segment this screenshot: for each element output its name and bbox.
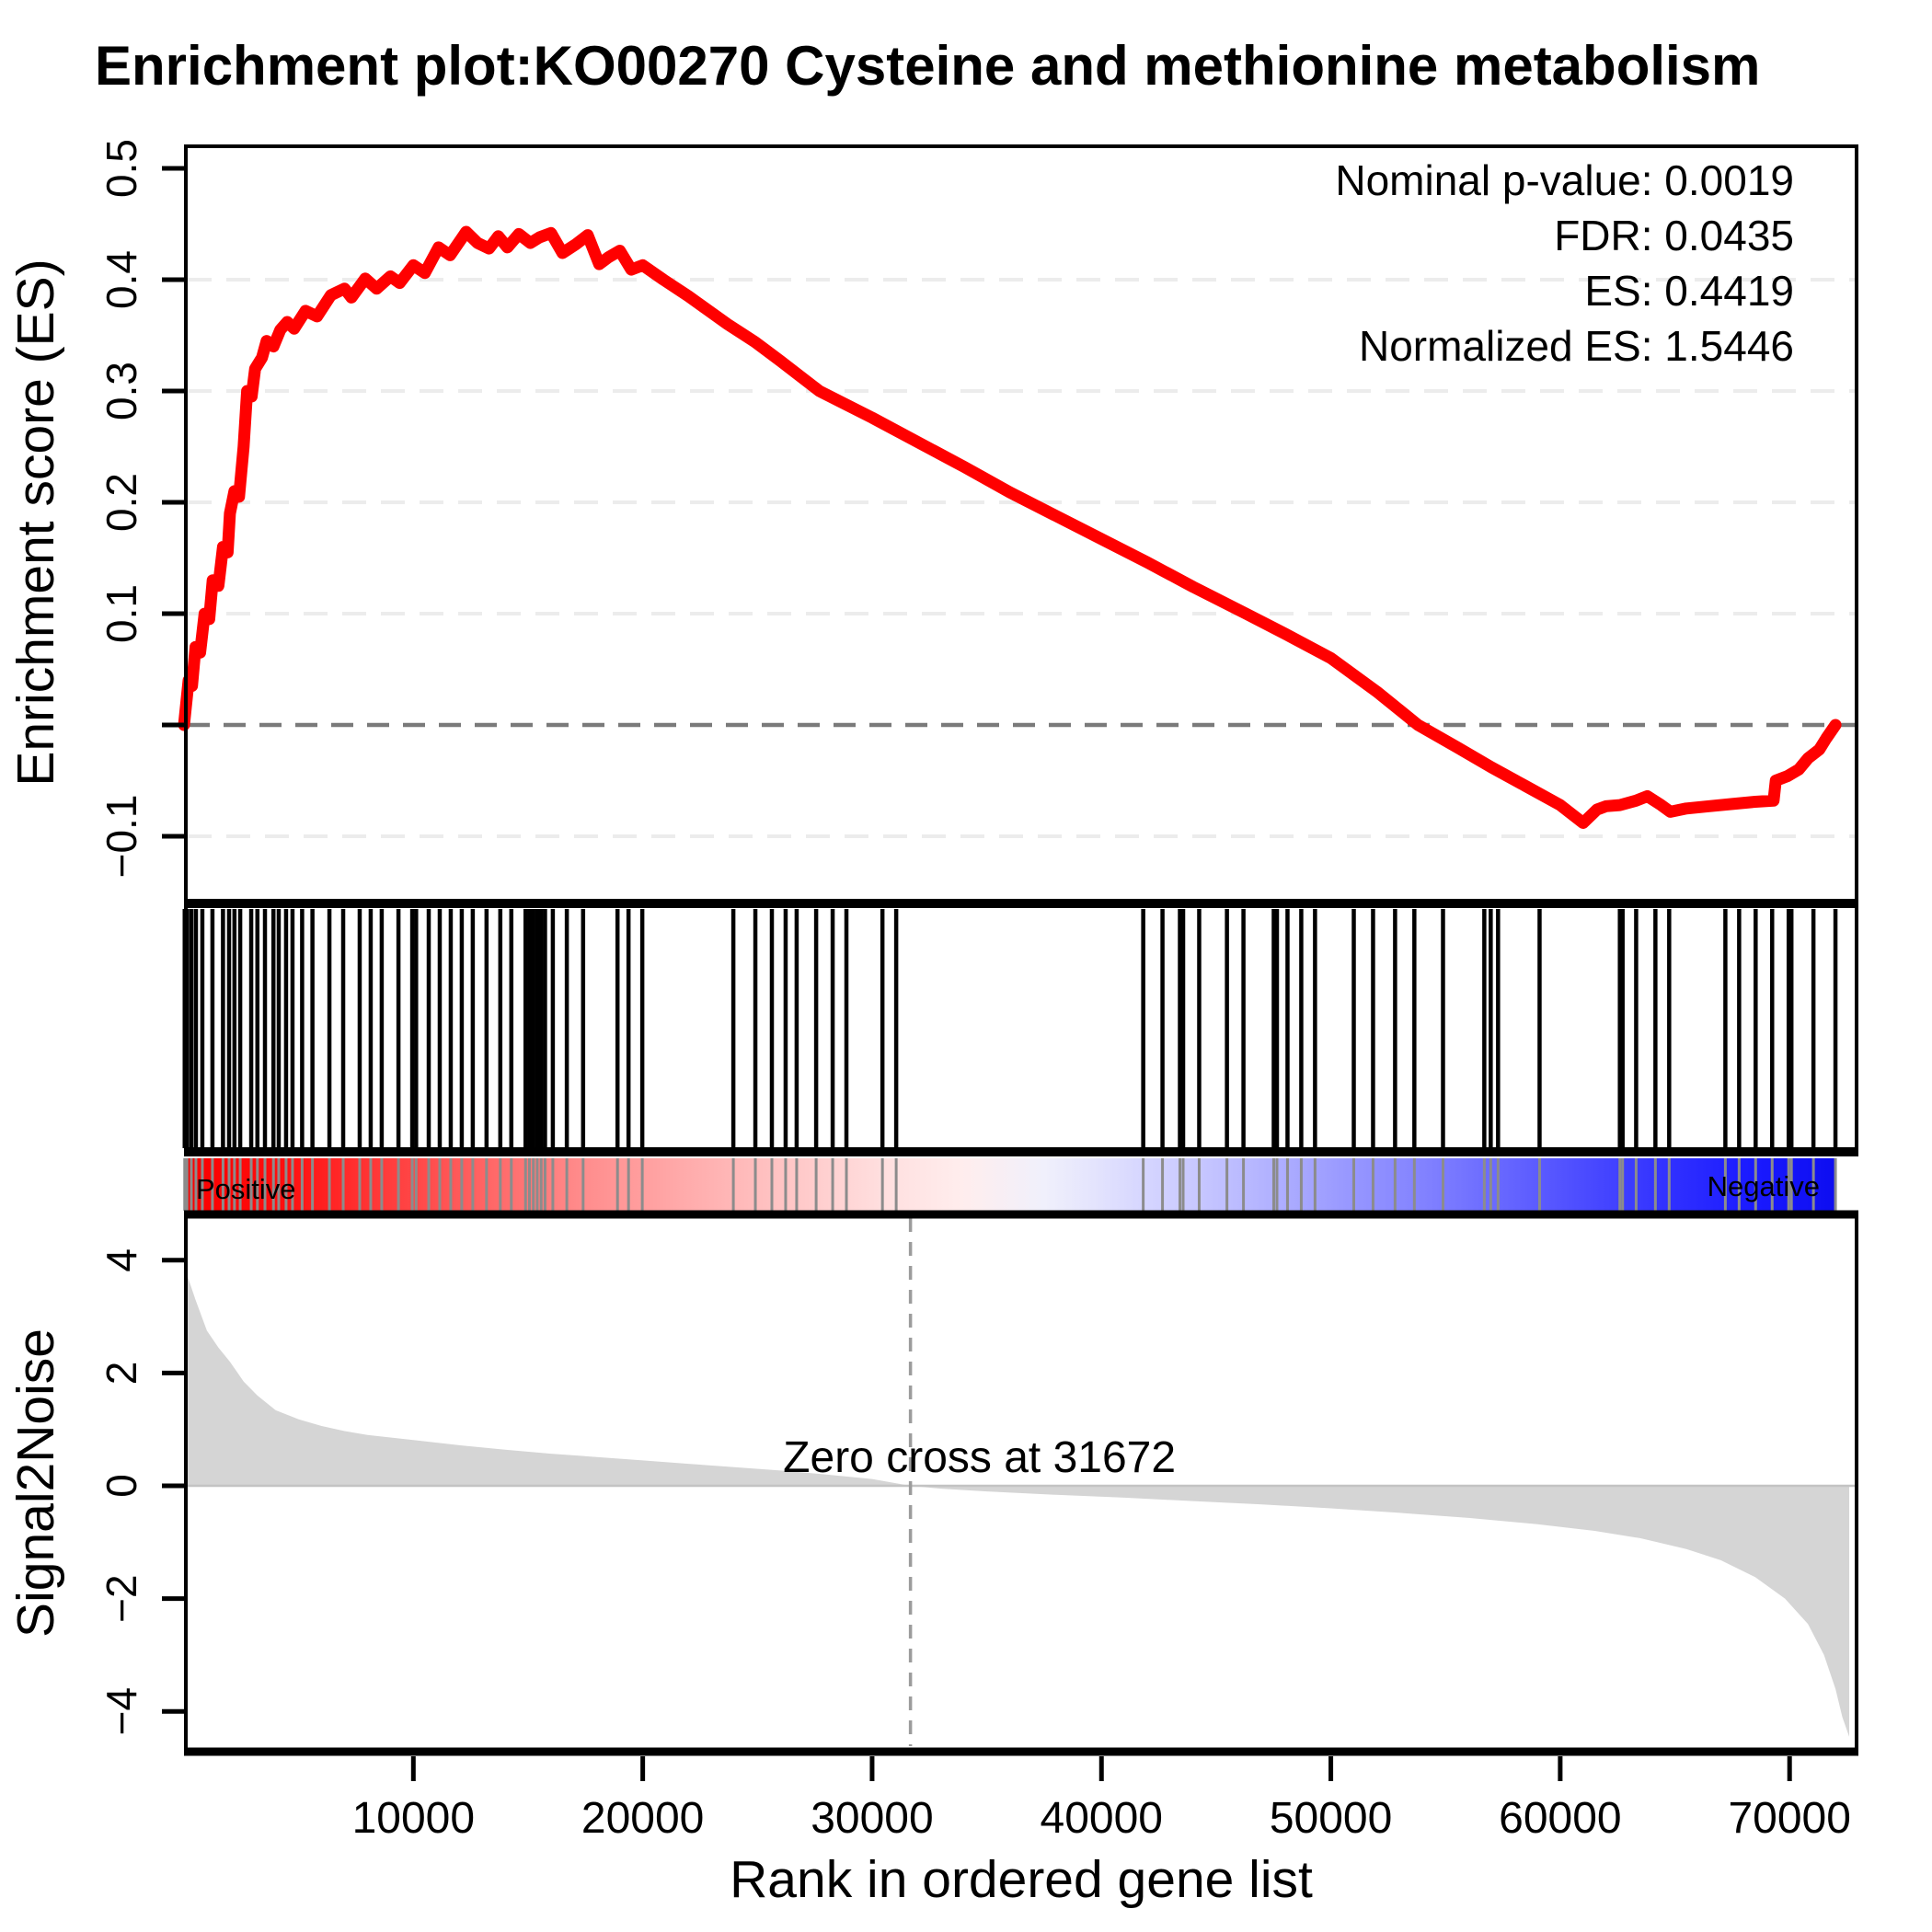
stat-fdr: FDR: 0.0435 — [1554, 212, 1794, 259]
s2n-tick-label: 4 — [98, 1248, 145, 1272]
s2n-tick-label: 2 — [98, 1362, 145, 1386]
x-tick-label: 50000 — [1270, 1794, 1392, 1843]
es-curve — [178, 225, 1842, 829]
rank-colorbar: Positive Negative — [183, 1158, 1837, 1211]
zero-cross-label: Zero cross at 31672 — [783, 1433, 1176, 1482]
s2n-tick-label: −2 — [98, 1574, 145, 1622]
es-tick-label: 0.5 — [98, 139, 145, 198]
enrichment-score-curve — [178, 225, 1842, 829]
es-tick-label: −0.1 — [98, 795, 145, 879]
es-tick-label: 0.2 — [98, 473, 145, 532]
stats-block: Nominal p-value: 0.0019 FDR: 0.0435 ES: … — [1335, 156, 1794, 370]
x-tick-label: 20000 — [581, 1794, 704, 1843]
ranked-metric-area — [184, 1265, 1849, 1737]
es-tick-label: 0.3 — [98, 362, 145, 420]
x-tick-label: 30000 — [811, 1794, 933, 1843]
colorbar-hit-ticks — [183, 1158, 1837, 1211]
s2n-tick-label: 0 — [98, 1474, 145, 1498]
x-axis-label: Rank in ordered gene list — [730, 1850, 1313, 1909]
es-tick-label: 0.4 — [98, 250, 145, 309]
positive-label: Positive — [196, 1173, 296, 1205]
x-axis: 10000 20000 30000 40000 50000 60000 70000 Rank… — [352, 1756, 1851, 1909]
x-axis-ticks: 10000 20000 30000 40000 50000 60000 70000 — [352, 1756, 1851, 1843]
signal2noise-panel: Zero cross at 31672 4 2 0 −2 −4 Signal2Noise — [6, 1210, 1858, 1756]
gene-hit-ticks — [182, 909, 1838, 1148]
hits-panel — [182, 899, 1858, 1156]
x-tick-label: 10000 — [352, 1794, 475, 1843]
stat-nominal-p-value: Nominal p-value: 0.0019 — [1335, 156, 1794, 204]
s2n-axis-label: Signal2Noise — [6, 1328, 65, 1638]
es-axis-ticks: 0.5 0.4 0.3 0.2 0.1 −0.1 — [98, 139, 184, 878]
es-tick-label: 0.1 — [98, 584, 145, 643]
es-axis-label: Enrichment score (ES) — [6, 259, 65, 786]
stat-es: ES: 0.4419 — [1584, 267, 1794, 315]
s2n-axis-ticks: 4 2 0 −2 −4 — [98, 1248, 184, 1735]
s2n-tick-label: −4 — [98, 1687, 145, 1735]
x-tick-label: 40000 — [1041, 1794, 1163, 1843]
signal2noise-area — [184, 1265, 1849, 1737]
chart-title: Enrichment plot:KO00270 Cysteine and met… — [95, 35, 1760, 97]
colorbar-gradient-rect — [187, 1158, 1835, 1211]
negative-label: Negative — [1708, 1170, 1820, 1202]
es-panel: 0.5 0.4 0.3 0.2 0.1 −0.1 Enrichment score (ES… — [6, 139, 1858, 903]
stat-normalized-es: Normalized ES: 1.5446 — [1359, 322, 1794, 370]
x-tick-label: 60000 — [1499, 1794, 1621, 1843]
x-tick-label: 70000 — [1728, 1794, 1850, 1843]
